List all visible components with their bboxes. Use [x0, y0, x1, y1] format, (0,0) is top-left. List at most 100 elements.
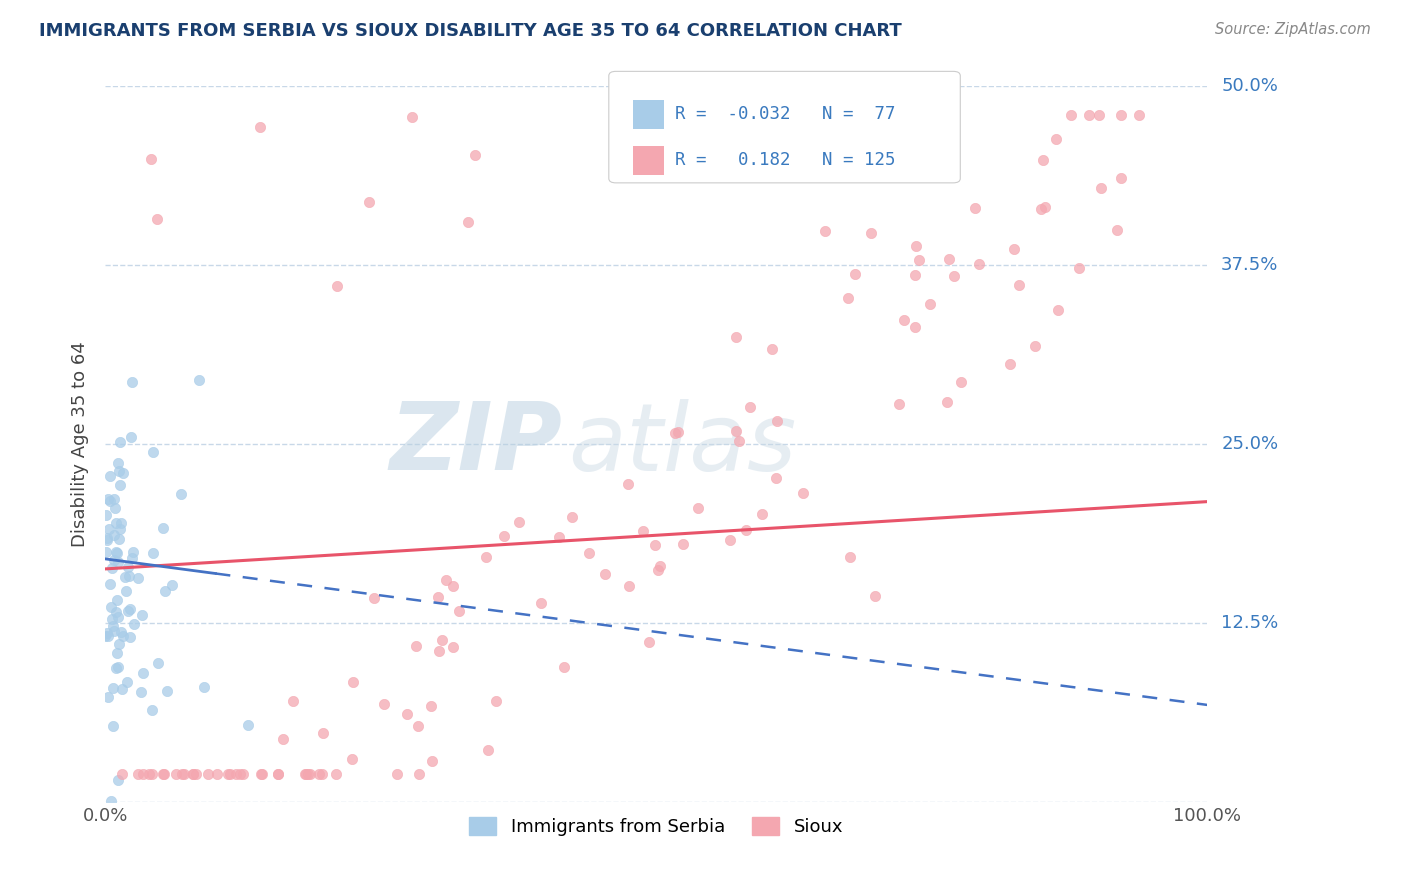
- Point: [342, 752, 364, 766]
- Point: [103, 528, 125, 542]
- Point: [107, 456, 129, 470]
- Point: [138, 766, 160, 780]
- Point: [281, 694, 304, 708]
- Point: [141, 703, 163, 717]
- Text: Source: ZipAtlas.com: Source: ZipAtlas.com: [1215, 22, 1371, 37]
- Point: [101, 612, 124, 626]
- Point: [97, 491, 120, 506]
- Point: [447, 604, 470, 618]
- Point: [396, 707, 419, 722]
- Point: [104, 501, 127, 516]
- Point: [837, 292, 859, 306]
- Point: [197, 766, 219, 780]
- Point: [1045, 132, 1067, 146]
- Point: [595, 567, 617, 582]
- Point: [105, 545, 128, 559]
- Point: [183, 766, 205, 780]
- Point: [127, 766, 149, 780]
- Point: [114, 569, 136, 583]
- Point: [294, 766, 316, 780]
- Point: [120, 430, 142, 444]
- Point: [101, 719, 124, 733]
- Point: [131, 766, 153, 780]
- Point: [918, 296, 941, 310]
- Point: [249, 120, 271, 135]
- Point: [308, 766, 330, 780]
- Point: [267, 766, 290, 780]
- Point: [107, 555, 129, 569]
- Point: [298, 766, 321, 780]
- Text: 50.0%: 50.0%: [1222, 78, 1278, 95]
- Point: [160, 578, 183, 592]
- Point: [942, 268, 965, 283]
- Point: [908, 252, 931, 267]
- Point: [893, 313, 915, 327]
- Y-axis label: Disability Age 35 to 64: Disability Age 35 to 64: [72, 342, 89, 547]
- Point: [271, 731, 294, 746]
- Point: [1069, 261, 1091, 276]
- Point: [1109, 108, 1132, 122]
- Point: [887, 397, 910, 411]
- Point: [578, 546, 600, 560]
- Point: [105, 661, 128, 675]
- Point: [252, 766, 274, 780]
- Point: [107, 772, 129, 787]
- Point: [105, 593, 128, 607]
- Point: [1078, 108, 1101, 122]
- Point: [644, 538, 666, 552]
- Point: [1002, 242, 1025, 256]
- Point: [142, 445, 165, 459]
- Point: [548, 530, 571, 544]
- Point: [97, 630, 120, 644]
- Point: [728, 434, 751, 448]
- Point: [96, 532, 118, 546]
- Point: [408, 766, 430, 780]
- Point: [631, 524, 654, 539]
- Text: IMMIGRANTS FROM SERBIA VS SIOUX DISABILITY AGE 35 TO 64 CORRELATION CHART: IMMIGRANTS FROM SERBIA VS SIOUX DISABILI…: [39, 22, 903, 40]
- Point: [863, 589, 886, 603]
- Point: [98, 522, 121, 536]
- Point: [104, 516, 127, 530]
- Point: [373, 698, 395, 712]
- Point: [108, 464, 131, 478]
- Point: [904, 319, 927, 334]
- Point: [725, 424, 748, 438]
- Point: [112, 629, 135, 643]
- Point: [101, 619, 124, 633]
- Point: [475, 549, 498, 564]
- Point: [193, 680, 215, 694]
- Point: [96, 508, 118, 522]
- Point: [664, 425, 686, 440]
- Point: [904, 268, 927, 283]
- Point: [792, 486, 814, 500]
- Point: [131, 666, 153, 681]
- Point: [494, 529, 516, 543]
- Point: [942, 147, 965, 161]
- Point: [131, 685, 153, 699]
- Point: [406, 719, 429, 733]
- Point: [122, 617, 145, 632]
- Point: [225, 766, 247, 780]
- Text: R =  -0.032   N =  77: R = -0.032 N = 77: [675, 105, 896, 123]
- Point: [249, 766, 271, 780]
- Point: [131, 607, 153, 622]
- Point: [110, 516, 132, 530]
- Point: [311, 766, 333, 780]
- Point: [267, 766, 290, 780]
- Point: [107, 637, 129, 651]
- Point: [111, 766, 134, 780]
- Point: [141, 766, 163, 780]
- Point: [342, 674, 364, 689]
- Point: [117, 604, 139, 618]
- Point: [100, 600, 122, 615]
- Point: [121, 551, 143, 566]
- Point: [561, 510, 583, 524]
- Point: [1128, 108, 1150, 122]
- Point: [232, 766, 254, 780]
- Point: [153, 766, 176, 780]
- Point: [485, 694, 508, 708]
- Point: [139, 152, 162, 166]
- Point: [207, 766, 229, 780]
- Point: [363, 591, 385, 606]
- Point: [734, 523, 756, 537]
